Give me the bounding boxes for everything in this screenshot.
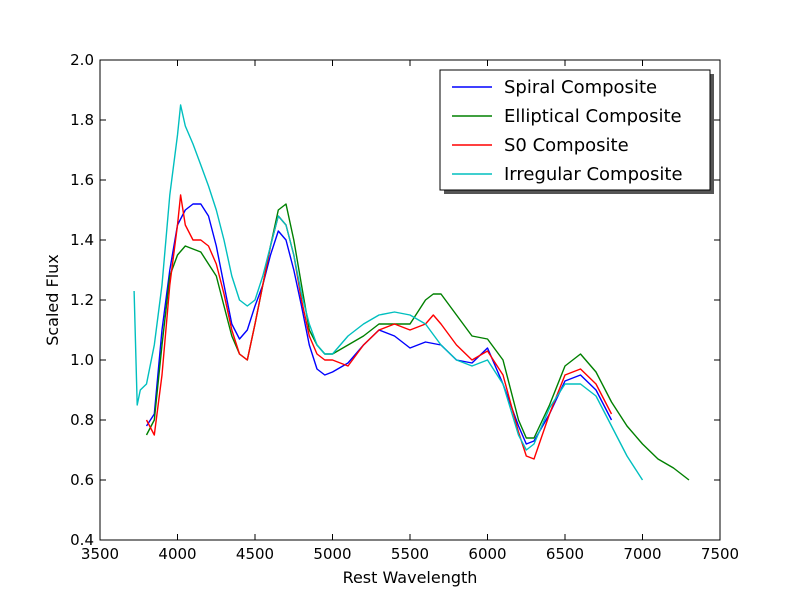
series-line-0 — [145, 203, 613, 445]
y-tick-label: 0.6 — [70, 471, 94, 489]
series-layer — [133, 104, 690, 481]
y-axis: 0.4 0.6 0.8 1.0 1.2 1.4 1.6 1.8 2.0 — [70, 51, 720, 549]
series-line-3 — [133, 104, 644, 481]
legend-label: S0 Composite — [504, 135, 629, 156]
x-tick-label: 7000 — [623, 545, 661, 563]
legend-label: Elliptical Composite — [504, 106, 682, 127]
x-axis-label: Rest Wavelength — [343, 568, 478, 587]
y-tick-label: 0.4 — [70, 531, 94, 549]
x-tick-label: 7500 — [701, 545, 739, 563]
y-tick-label: 1.0 — [70, 351, 94, 369]
x-axis: 3500 4000 4500 5000 5500 6000 6500 7000 7500 — [81, 60, 739, 563]
x-tick-label: 6500 — [546, 545, 584, 563]
x-tick-label: 5000 — [313, 545, 351, 563]
legend-label: Spiral Composite — [504, 77, 657, 98]
y-axis-label: Scaled Flux — [43, 254, 62, 346]
x-tick-label: 3500 — [81, 545, 119, 563]
y-tick-label: 1.8 — [70, 111, 94, 129]
legend-box — [439, 69, 711, 191]
y-tick-label: 1.6 — [70, 171, 94, 189]
x-tick-label: 5500 — [391, 545, 429, 563]
series-line-1 — [145, 203, 690, 481]
y-tick-label: 1.4 — [70, 231, 94, 249]
series-line-2 — [145, 194, 613, 460]
legend-label: Irregular Composite — [504, 164, 683, 185]
x-tick-label: 4000 — [158, 545, 196, 563]
x-tick-label: 6000 — [468, 545, 506, 563]
x-tick-label: 4500 — [236, 545, 274, 563]
legend: Spiral Composite Elliptical Composite S0 C… — [439, 69, 714, 194]
y-tick-label: 2.0 — [70, 51, 94, 69]
y-tick-label: 0.8 — [70, 411, 94, 429]
y-tick-label: 1.2 — [70, 291, 94, 309]
